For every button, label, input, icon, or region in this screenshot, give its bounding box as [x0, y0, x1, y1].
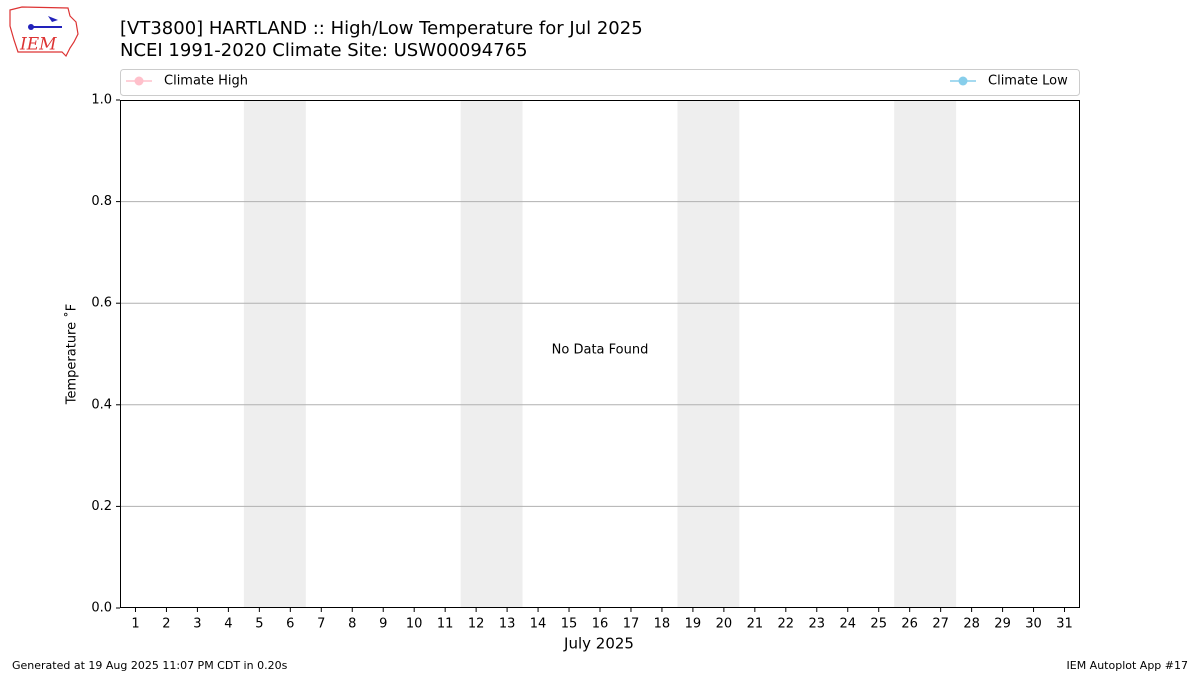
- x-tick-label: 19: [685, 617, 702, 632]
- weekend-band: [460, 100, 523, 608]
- legend-label: Climate High: [164, 74, 248, 89]
- logo: IEM: [9, 6, 79, 58]
- annotation: No Data Found: [552, 343, 649, 358]
- y-tick-label: 0.0: [91, 601, 112, 616]
- x-tick-label: 17: [623, 617, 640, 632]
- x-tick-label: 4: [224, 617, 232, 632]
- legend: [120, 69, 1080, 96]
- weekend-band: [677, 100, 740, 608]
- x-tick-label: 3: [193, 617, 201, 632]
- y-tick-label: 1.0: [91, 93, 112, 108]
- x-tick-label: 25: [870, 617, 887, 632]
- x-tick-label: 1: [131, 617, 139, 632]
- x-tick-label: 20: [716, 617, 733, 632]
- y-axis-label: Temperature ˚F: [64, 304, 80, 405]
- x-tick-label: 11: [437, 617, 454, 632]
- y-tick-label: 0.6: [91, 296, 112, 311]
- x-tick-label: 12: [468, 617, 485, 632]
- x-tick-label: 26: [901, 617, 918, 632]
- x-tick-label: 24: [839, 617, 856, 632]
- x-tick-label: 5: [255, 617, 263, 632]
- y-tick-label: 0.2: [91, 499, 112, 514]
- chart-subtitle: NCEI 1991-2020 Climate Site: USW00094765: [120, 40, 528, 61]
- chart-title: [VT3800] HARTLAND :: High/Low Temperatur…: [120, 18, 643, 39]
- x-tick-label: 14: [530, 617, 547, 632]
- x-tick-label: 28: [963, 617, 980, 632]
- legend-marker: [134, 76, 144, 86]
- legend-label: Climate Low: [988, 74, 1068, 89]
- weekend-band: [243, 100, 306, 608]
- x-tick-label: 8: [348, 617, 356, 632]
- x-tick-label: 9: [379, 617, 387, 632]
- x-tick-label: 22: [778, 617, 795, 632]
- footer-left: Generated at 19 Aug 2025 11:07 PM CDT in…: [12, 659, 288, 672]
- x-tick-label: 15: [561, 617, 578, 632]
- logo-text: IEM: [19, 35, 57, 55]
- footer-right: IEM Autoplot App #17: [1067, 659, 1189, 672]
- x-tick-label: 2: [162, 617, 170, 632]
- x-tick-label: 10: [406, 617, 423, 632]
- x-tick-label: 23: [809, 617, 826, 632]
- x-tick-label: 21: [747, 617, 764, 632]
- x-tick-label: 27: [932, 617, 949, 632]
- y-tick-label: 0.4: [91, 397, 112, 412]
- plot-frame: [120, 100, 1080, 608]
- x-tick-label: 30: [1025, 617, 1042, 632]
- x-tick-label: 7: [317, 617, 325, 632]
- x-tick-label: 6: [286, 617, 294, 632]
- legend-marker: [958, 76, 968, 86]
- y-tick-label: 0.8: [91, 194, 112, 209]
- x-axis-label: July 2025: [563, 635, 634, 653]
- x-tick-label: 31: [1056, 617, 1073, 632]
- x-tick-label: 13: [499, 617, 516, 632]
- x-tick-label: 16: [592, 617, 609, 632]
- x-tick-label: 29: [994, 617, 1011, 632]
- weekend-band: [894, 100, 957, 608]
- x-tick-label: 18: [654, 617, 671, 632]
